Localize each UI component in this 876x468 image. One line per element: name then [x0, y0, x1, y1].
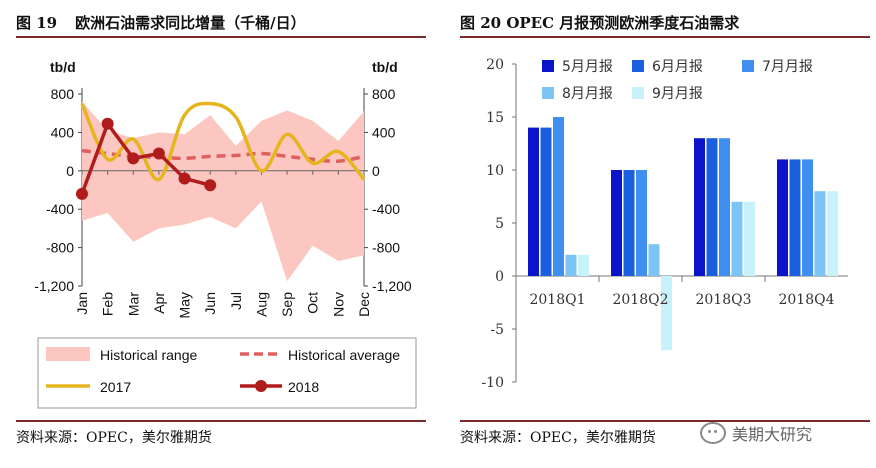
- x-category-label-2018q3: 2018Q3: [695, 292, 751, 308]
- series-2018-point: [178, 172, 191, 185]
- legend-swatch-series-2: [632, 60, 644, 72]
- right-chart-title: 图 20 OPEC 月报预测欧洲季度石油需求: [460, 8, 870, 38]
- left-y-tick-label: -1,200: [34, 278, 74, 294]
- y-tick-label: 10: [486, 163, 504, 179]
- bar-2018q2-series-3: [636, 170, 647, 276]
- right-y-tick-label: -1,200: [372, 278, 412, 294]
- legend-label-series-1: 5月月报: [562, 59, 613, 75]
- bar-2018q3-series-4: [731, 201, 743, 276]
- legend-swatch-historical-range: [46, 347, 90, 361]
- x-tick-label-jan: Jan: [74, 292, 90, 315]
- x-tick-label-mar: Mar: [125, 292, 141, 316]
- legend-swatch-2018-marker: [255, 380, 267, 392]
- legend-swatch-series-4: [542, 87, 554, 99]
- y-tick-label: 0: [495, 269, 504, 285]
- x-tick-label-oct: Oct: [305, 292, 321, 314]
- bar-2018q1-series-2: [540, 127, 552, 276]
- left-chart-panel: 图 19 欧洲石油需求同比增量（千桶/日） tb/d tb/d 800 800 400 4…: [0, 0, 432, 468]
- y-tick-label: -10: [481, 375, 504, 391]
- x-tick-label-nov: Nov: [330, 292, 346, 317]
- right-figure-title: 图 20 OPEC 月报预测欧洲季度石油需求: [460, 13, 740, 32]
- x-category-label-2018q2: 2018Q2: [612, 292, 668, 308]
- bar-2018q3-series-1: [694, 138, 705, 276]
- series-2018-point: [152, 147, 165, 160]
- x-tick-label-aug: Aug: [253, 292, 269, 317]
- legend-label-2017: 2017: [100, 379, 131, 395]
- bar-2018q1-series-3: [553, 117, 564, 276]
- watermark: 美期大研究: [700, 418, 870, 448]
- y-tick-label: -5: [490, 322, 504, 338]
- bar-2018q4-series-4: [814, 191, 826, 276]
- series-2018-point: [127, 152, 140, 165]
- x-tick-label-dec: Dec: [356, 292, 372, 317]
- left-y-tick-label: 800: [51, 86, 75, 102]
- x-tick-label-apr: Apr: [151, 292, 167, 314]
- left-y-tick-label: 0: [66, 163, 74, 179]
- x-category-label-2018q4: 2018Q4: [778, 292, 834, 308]
- legend-label-series-3: 7月月报: [762, 59, 813, 75]
- legend-label-series-5: 9月月报: [652, 86, 703, 102]
- legend-label-series-4: 8月月报: [562, 86, 613, 102]
- x-tick-label-jun: Jun: [202, 292, 218, 315]
- legend-label-series-2: 6月月报: [652, 59, 703, 75]
- bar-2018q1-series-1: [528, 127, 539, 276]
- x-tick-label-jul: Jul: [228, 292, 244, 310]
- x-tick-label-may: May: [177, 292, 193, 318]
- legend-label-historical-range: Historical range: [100, 347, 197, 363]
- legend-label-2018: 2018: [288, 379, 319, 395]
- legend-swatch-series-3: [742, 60, 754, 72]
- y-tick-label: 15: [486, 110, 504, 126]
- y-tick-label: 20: [486, 57, 504, 73]
- left-y-tick-label: 400: [51, 124, 75, 140]
- legend-swatch-series-5: [632, 87, 644, 99]
- left-y-tick-label: -800: [46, 240, 74, 256]
- bar-2018q3-series-5: [744, 201, 755, 276]
- left-line-chart: tb/d tb/d 800 800 400 400 0 0 -400 -400 -800 -800 -1…: [34, 59, 417, 409]
- right-y-tick-label: 0: [372, 163, 380, 179]
- bar-2018q1-series-5: [578, 254, 589, 276]
- right-y-unit: tb/d: [372, 59, 398, 75]
- legend-label-historical-average: Historical average: [288, 347, 400, 363]
- bar-2018q1-series-4: [565, 254, 577, 276]
- legend-box: [37, 337, 417, 409]
- wechat-icon: [700, 422, 726, 444]
- bar-2018q2-series-5: [661, 276, 672, 351]
- right-bar-chart: 20 15 10 5 0 -5 -10 2018Q1 2018Q2 2018Q3 2018Q4 5月月…: [481, 57, 848, 391]
- series-2018-point: [76, 187, 88, 200]
- bar-2018q4-series-1: [777, 159, 788, 276]
- historical-range-band: [82, 101, 364, 282]
- series-2018-point: [204, 179, 217, 192]
- bar-2018q4-series-2: [789, 159, 801, 276]
- right-source-note: 资料来源：OPEC，美尔雅期货: [460, 420, 870, 452]
- watermark-text: 美期大研究: [732, 425, 813, 444]
- x-tick-label-sep: Sep: [279, 292, 295, 317]
- series-2018-point: [101, 117, 114, 130]
- left-figure-number: 图 19: [16, 13, 58, 32]
- bar-2018q2-series-1: [611, 170, 622, 276]
- right-y-tick-label: -800: [372, 240, 400, 256]
- series-2017-line: [80, 101, 366, 182]
- bar-2018q3-series-3: [719, 138, 730, 276]
- left-y-unit: tb/d: [50, 59, 76, 75]
- right-y-tick-label: 400: [372, 124, 396, 140]
- left-figure-title: 欧洲石油需求同比增量（千桶/日）: [75, 13, 306, 32]
- bar-2018q2-series-2: [623, 170, 635, 276]
- right-y-tick-label: -400: [372, 201, 400, 217]
- bar-2018q2-series-4: [648, 244, 660, 276]
- right-y-tick-label: 800: [372, 86, 396, 102]
- y-tick-label: 5: [495, 216, 504, 232]
- right-chart-panel: 图 20 OPEC 月报预测欧洲季度石油需求 20 15 10 5 0 -5 -10 2018…: [444, 0, 876, 468]
- left-chart-title: 图 19 欧洲石油需求同比增量（千桶/日）: [16, 8, 426, 38]
- bar-2018q3-series-2: [706, 138, 718, 276]
- left-source-note: 资料来源：OPEC，美尔雅期货: [16, 420, 426, 452]
- x-tick-label-feb: Feb: [100, 292, 116, 316]
- left-y-tick-label: -400: [46, 201, 74, 217]
- legend-swatch-series-1: [542, 60, 554, 72]
- x-category-label-2018q1: 2018Q1: [529, 292, 585, 308]
- bar-2018q4-series-5: [827, 191, 838, 276]
- bar-2018q4-series-3: [802, 159, 813, 276]
